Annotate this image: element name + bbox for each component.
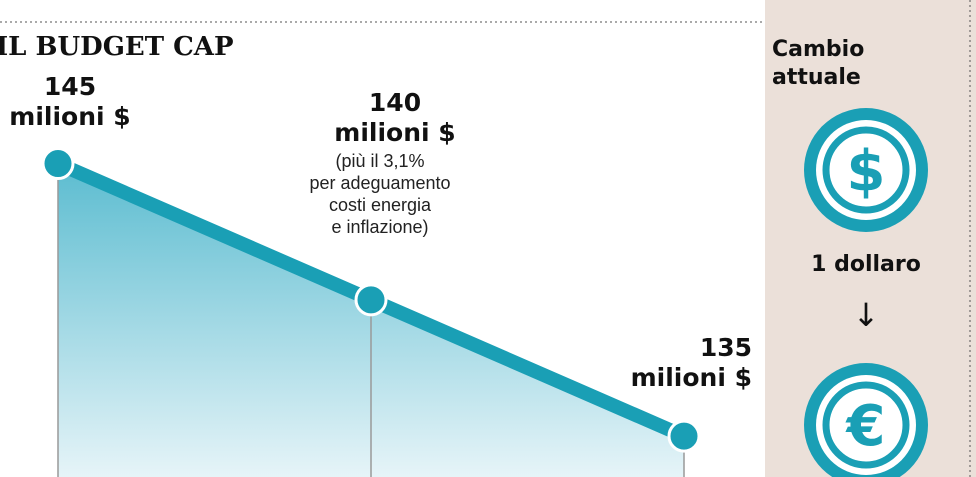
point (354, 283, 388, 317)
point (667, 419, 701, 453)
title: IL BUDGET CAP (0, 32, 234, 62)
euro-icon: € (845, 394, 886, 459)
value-label: 135 milioni $ (630, 333, 752, 392)
point (41, 147, 75, 181)
icons: $ € (804, 108, 928, 477)
dollar-icon: $ (847, 139, 886, 204)
sidebar-arrow: ↓ (852, 296, 880, 334)
sidebar-heading: Cambio attuale (772, 37, 865, 90)
sidebar-from: 1 dollaro (811, 252, 921, 277)
annotation: (più il 3,1% per adeguamento costi energ… (309, 151, 451, 237)
value-label: 140 milioni $ (334, 88, 456, 147)
value-label: 145 milioni $ (9, 72, 131, 131)
